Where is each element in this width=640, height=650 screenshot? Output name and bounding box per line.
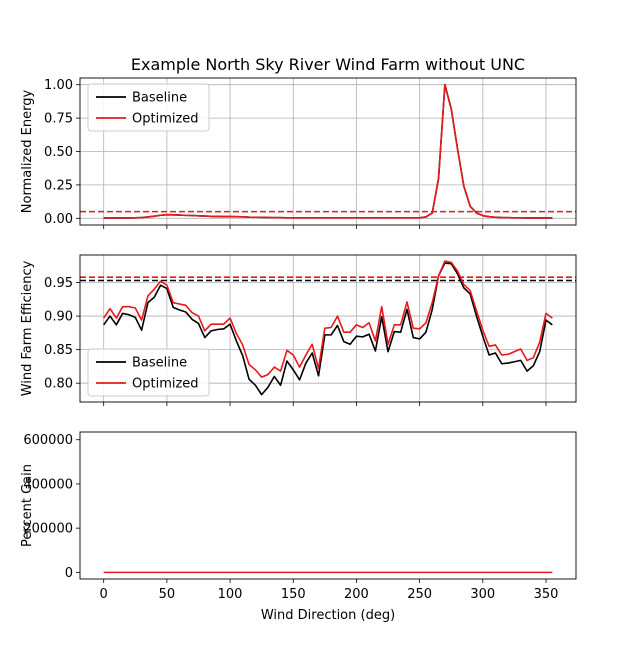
panel-1: 0.00 0.25 0.50 0.75 1.00 Normalized Energy Bas… [20, 77, 577, 229]
y-tick-label: 200000 [23, 522, 73, 537]
legend-label-optimized: Optimized [132, 112, 199, 127]
axes-frame [79, 77, 577, 226]
x-tick-label: 250 [407, 587, 432, 602]
x-tick-label: 100 [218, 587, 243, 602]
y-tick-label: 0.00 [44, 212, 73, 227]
chart-title: Example North Sky River Wind Farm withou… [131, 55, 525, 74]
y-tick-label: 0.80 [44, 377, 73, 392]
panel-2: 0.80 0.85 0.90 0.95 Wind Farm Efficiency Base… [20, 254, 577, 406]
y-axis-label: Wind Farm Efficiency [20, 260, 35, 396]
x-tick-label: 300 [470, 587, 495, 602]
x-tick-label: 350 [534, 587, 559, 602]
y-tick-label: 0.50 [44, 145, 73, 160]
y-tick-label: 0.75 [44, 112, 73, 127]
legend: Baseline Optimized [87, 83, 210, 132]
legend-label-baseline: Baseline [132, 356, 187, 371]
axes-frame [79, 431, 577, 580]
y-tick-label: 0.85 [44, 343, 73, 358]
y-axis-label: Percent Gain [20, 464, 35, 547]
y-tick-label: 0.90 [44, 310, 73, 325]
y-tick-label: 1.00 [44, 78, 73, 93]
series-line-baseline [103, 262, 553, 396]
legend-label-optimized: Optimized [132, 377, 199, 392]
x-tick-label: 0 [100, 587, 108, 602]
x-tick-label: 150 [281, 587, 306, 602]
y-tick-label: 0 [65, 566, 73, 581]
series-line-optimized [103, 260, 553, 378]
series-line-optimized [103, 83, 553, 219]
y-tick-label: 400000 [23, 477, 73, 492]
legend-label-baseline: Baseline [132, 91, 187, 106]
axes-frame [79, 254, 577, 403]
panel-3: 0 50 100 150 200 250 300 350 0 200000 400000 600000… [20, 431, 577, 623]
legend: Baseline Optimized [87, 348, 210, 397]
legend-box [87, 348, 210, 397]
x-tick-label: 200 [344, 587, 369, 602]
x-tick-label: 50 [159, 587, 176, 602]
y-axis-label: Normalized Energy [20, 90, 35, 214]
y-tick-label: 0.25 [44, 178, 73, 193]
y-tick-label: 0.95 [44, 276, 73, 291]
x-axis-label: Wind Direction (deg) [261, 608, 395, 623]
y-tick-label: 600000 [23, 433, 73, 448]
legend-box [87, 83, 210, 132]
